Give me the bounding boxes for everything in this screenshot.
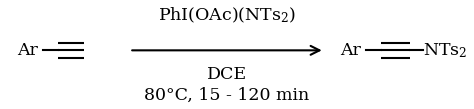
- Text: Ar: Ar: [340, 42, 361, 59]
- Text: PhI(OAc)(NTs$_2$): PhI(OAc)(NTs$_2$): [158, 5, 296, 25]
- Text: DCE: DCE: [207, 66, 247, 83]
- Text: Ar: Ar: [17, 42, 38, 59]
- Text: NTs$_2$: NTs$_2$: [423, 41, 468, 60]
- Text: 80°C, 15 - 120 min: 80°C, 15 - 120 min: [145, 87, 310, 104]
